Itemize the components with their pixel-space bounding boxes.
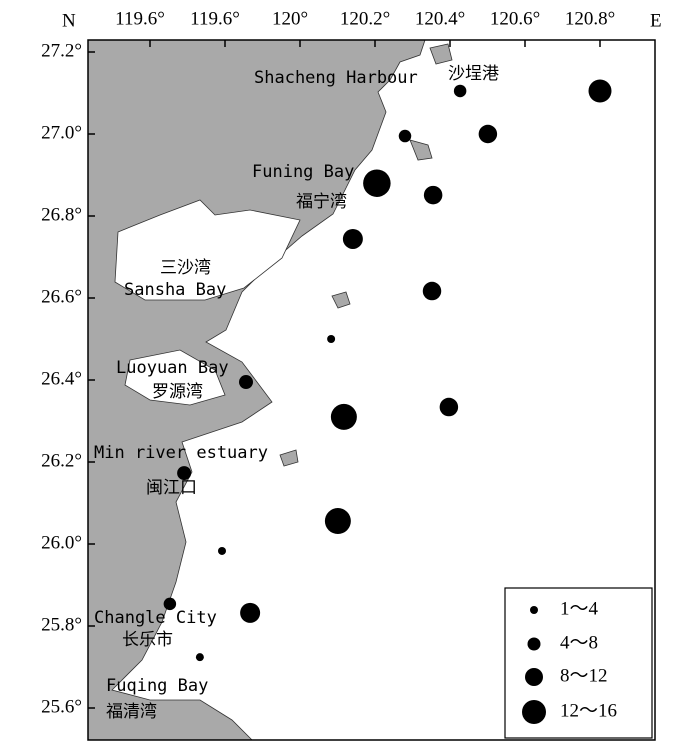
station-bubble — [478, 124, 498, 144]
station-bubble — [342, 228, 363, 249]
place-label: Fuqing Bay — [106, 676, 208, 696]
lon-tick-label: 119.6° — [190, 8, 240, 29]
lat-tick-label: 26.6° — [41, 286, 82, 307]
station-bubble — [240, 602, 261, 623]
lon-tick-label: 120° — [272, 8, 308, 29]
lat-tick-label: 26.0° — [41, 532, 82, 553]
lon-tick-label: 120.8° — [565, 8, 615, 29]
island — [279, 449, 299, 467]
lon-tick-label: 120.4° — [415, 8, 465, 29]
legend-marker — [530, 606, 538, 614]
legend-label: 4～8 — [560, 632, 598, 653]
legend-marker — [522, 700, 546, 724]
lon-tick-label: 120.6° — [490, 8, 540, 29]
legend-label: 1～4 — [560, 598, 599, 619]
place-label: 福清湾 — [106, 702, 157, 722]
place-label: 沙埕港 — [448, 64, 499, 84]
island — [409, 139, 433, 161]
station-bubble — [439, 397, 459, 417]
station-bubble — [422, 281, 442, 301]
sansha-bay — [114, 199, 301, 301]
lon-axis-label: E — [650, 10, 662, 31]
place-label: 罗源湾 — [152, 382, 203, 402]
lon-tick-label: 120.2° — [340, 8, 390, 29]
place-label: 三沙湾 — [160, 258, 211, 278]
luoyuan-bay — [124, 349, 226, 406]
station-bubble — [363, 169, 391, 197]
lat-tick-label: 27.2° — [41, 40, 82, 61]
lat-tick-label: 26.8° — [41, 204, 82, 225]
place-label: 福宁湾 — [296, 192, 347, 212]
legend-label: 12～16 — [560, 700, 617, 721]
place-label: Funing Bay — [252, 162, 354, 182]
station-bubble — [239, 375, 253, 390]
station-bubble — [195, 653, 204, 662]
legend-marker — [525, 668, 543, 686]
legend-label: 8～12 — [560, 665, 608, 686]
place-label: Min river estuary — [94, 443, 268, 463]
station-bubble — [423, 185, 443, 205]
island — [331, 291, 351, 309]
station-bubble — [324, 508, 351, 535]
station-bubble — [398, 129, 412, 143]
lat-axis-label: N — [62, 10, 76, 31]
lat-tick-label: 26.4° — [41, 368, 82, 389]
island — [429, 43, 453, 65]
lat-tick-label: 25.6° — [41, 696, 82, 717]
place-label: Luoyuan Bay — [116, 358, 229, 378]
place-label: 长乐市 — [122, 630, 173, 650]
place-label: 闽江口 — [146, 478, 197, 498]
station-bubble — [177, 466, 192, 481]
station-bubble — [453, 84, 467, 98]
station-bubble — [218, 546, 226, 555]
place-label: Shacheng Harbour — [254, 68, 418, 88]
lat-tick-label: 26.2° — [41, 450, 82, 471]
place-label: Sansha Bay — [124, 280, 226, 300]
lat-tick-label: 27.0° — [41, 122, 82, 143]
station-bubble — [327, 335, 336, 343]
place-label: Changle City — [94, 608, 217, 628]
lat-tick-label: 25.8° — [41, 614, 82, 635]
station-bubble — [330, 403, 357, 430]
frame — [87, 39, 656, 741]
lon-tick-label: 119.6° — [115, 8, 165, 29]
station-bubble — [588, 79, 612, 103]
station-bubble — [163, 597, 177, 611]
legend-marker — [527, 637, 541, 651]
